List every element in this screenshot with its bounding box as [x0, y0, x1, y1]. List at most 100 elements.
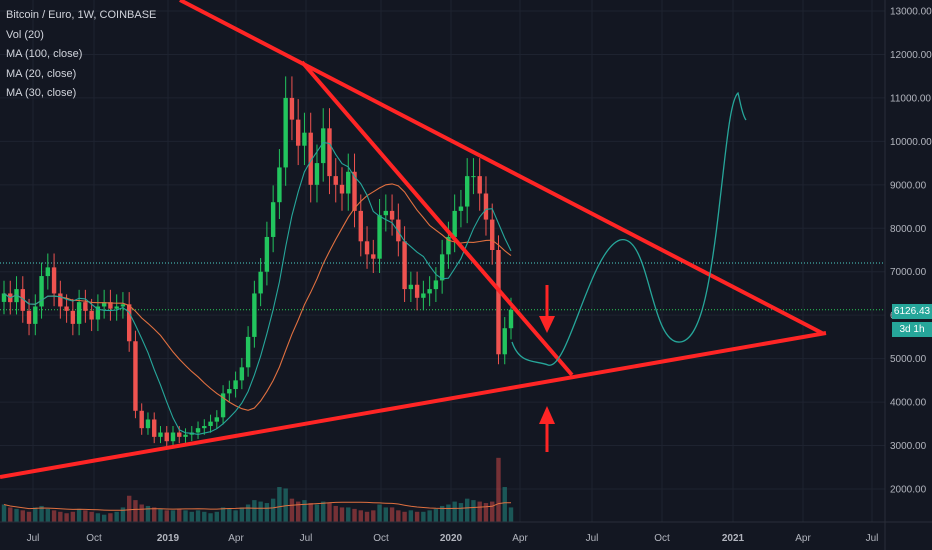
- candle-body: [108, 302, 113, 309]
- candle-body: [289, 97, 295, 120]
- price-tick-label: 13000.00: [890, 7, 932, 18]
- candle-body: [502, 328, 507, 355]
- candle-body: [377, 215, 382, 259]
- volume-bar: [270, 498, 276, 522]
- projection-path[interactable]: [511, 91, 747, 366]
- candle-body: [314, 163, 320, 185]
- volume-bar: [408, 510, 414, 522]
- price-tick-label: 7000.00: [890, 267, 927, 278]
- volume-bar: [446, 504, 451, 522]
- volume-bar: [277, 487, 282, 522]
- candle-body: [26, 310, 32, 324]
- candle-body: [421, 293, 426, 298]
- candle-body: [14, 289, 19, 303]
- volume-bar: [170, 510, 176, 522]
- volume-bar: [327, 503, 332, 522]
- volume-bar: [289, 498, 295, 522]
- price-axis[interactable]: 13000.00 12000.00 11000.00 10000.00 9000.00 8…: [884, 0, 932, 550]
- time-tick-label: Jul: [586, 533, 599, 544]
- price-tick-label: 4000.00: [890, 398, 927, 409]
- volume-bar: [145, 505, 151, 522]
- candle-body: [371, 254, 376, 259]
- candle-body: [245, 336, 251, 368]
- legend-ma100[interactable]: MA (100, close): [6, 48, 83, 60]
- price-levels: [0, 262, 885, 311]
- legend-vol[interactable]: Vol (20): [6, 28, 44, 41]
- volume-bar: [314, 504, 320, 522]
- volume-bar: [352, 508, 357, 522]
- candle-body: [177, 432, 182, 437]
- candle-body: [295, 119, 301, 146]
- volume-bar: [1, 504, 7, 522]
- drawings[interactable]: [0, 0, 827, 479]
- candle-body: [458, 206, 464, 211]
- candle-body: [101, 302, 107, 307]
- candle-body: [20, 289, 25, 311]
- candle-body: [1, 293, 7, 302]
- volume-bar: [308, 503, 313, 522]
- candle-body: [126, 304, 132, 342]
- candle-body: [208, 421, 213, 426]
- candle-body: [339, 184, 345, 194]
- volume-bar: [402, 511, 407, 522]
- volume-bar: [89, 511, 94, 522]
- countdown-tag: 3d 1h: [892, 322, 932, 337]
- candle-body: [51, 267, 57, 294]
- arrow-up[interactable]: [539, 406, 555, 452]
- legend-ma30[interactable]: MA (30, close): [6, 87, 77, 99]
- candle-body: [39, 276, 44, 307]
- candle-body: [233, 380, 238, 390]
- volume-bar: [414, 511, 420, 522]
- volume-bar: [108, 513, 113, 522]
- volume-bar: [158, 508, 163, 522]
- candle-body: [389, 210, 395, 220]
- price-tick-label: 10000.00: [890, 137, 932, 148]
- candle-body: [239, 367, 245, 381]
- volume-bar: [177, 508, 182, 522]
- arrow-down[interactable]: [539, 285, 555, 333]
- volume-bar: [189, 511, 194, 522]
- volume-bar: [389, 507, 395, 522]
- volume-bars: [1, 457, 514, 522]
- volume-bar: [14, 508, 19, 522]
- candle-body: [214, 417, 220, 422]
- time-tick-label: Jul: [27, 533, 40, 544]
- trendline-upper[interactable]: [179, 0, 823, 335]
- volume-bar: [433, 508, 439, 522]
- volume-bar: [183, 510, 188, 522]
- candle-body: [120, 304, 126, 307]
- candle-body: [483, 193, 489, 220]
- volume-bar: [26, 511, 32, 522]
- volume-bar: [264, 503, 270, 522]
- time-axis[interactable]: Jul Oct 2019 Apr Jul Oct 2020 Apr Jul Oct 2021 Apr J…: [0, 521, 932, 544]
- candle-body: [145, 419, 151, 429]
- legend-title: Bitcoin / Euro, 1W, COINBASE: [6, 9, 157, 21]
- volume-bar: [33, 507, 38, 522]
- candle-body: [490, 219, 495, 250]
- volume-bar: [483, 503, 489, 522]
- candle-body: [76, 302, 82, 324]
- volume-bar: [45, 508, 51, 522]
- candle-body: [496, 250, 501, 355]
- legend-ma20[interactable]: MA (20, close): [6, 67, 77, 80]
- trendline-lower[interactable]: [0, 331, 827, 479]
- candle-body: [89, 310, 94, 320]
- volume-bar: [302, 500, 307, 522]
- volume-bar: [58, 511, 63, 522]
- volume-bar: [208, 513, 213, 522]
- volume-bar: [396, 510, 401, 522]
- candle-body: [58, 293, 63, 307]
- candle-body: [114, 306, 119, 309]
- candle-body: [358, 210, 363, 242]
- candle-body: [352, 171, 357, 211]
- trendline-steep[interactable]: [300, 60, 574, 377]
- volume-bar: [101, 514, 107, 522]
- volume-bar: [364, 511, 370, 522]
- time-tick-label: Apr: [228, 533, 244, 544]
- candle-body: [195, 428, 201, 433]
- volume-bar: [76, 508, 82, 522]
- time-tick-label: Apr: [512, 533, 528, 544]
- volume-bar: [346, 507, 351, 522]
- volume-bar: [126, 495, 132, 522]
